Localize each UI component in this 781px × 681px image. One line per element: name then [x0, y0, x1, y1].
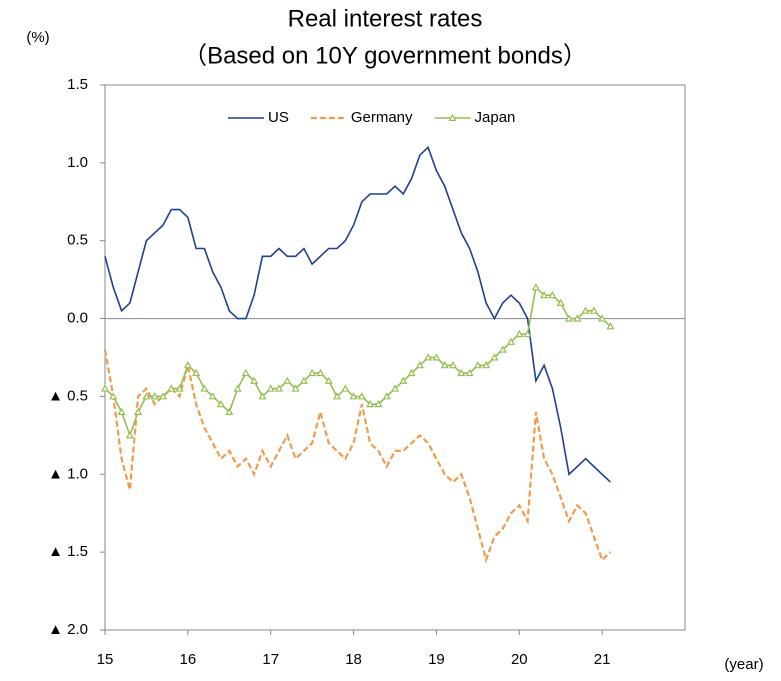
series-marker [573, 314, 582, 322]
series-marker [473, 361, 482, 369]
series-marker [399, 376, 408, 384]
series-marker [308, 368, 317, 377]
series-marker [216, 399, 226, 408]
series-marker [150, 392, 159, 400]
y-tick-label: 0.0 [67, 310, 88, 327]
series-marker [448, 361, 458, 369]
series-marker [134, 407, 143, 415]
series-marker [374, 399, 383, 408]
series-marker [258, 392, 267, 400]
series-marker [424, 353, 433, 361]
y-tick-label: ▲ 2.0 [48, 621, 88, 638]
series-marker [415, 361, 424, 369]
series-marker [299, 376, 308, 384]
series-marker [564, 314, 574, 322]
series-marker [125, 431, 134, 439]
series-marker [183, 361, 192, 369]
series-marker [523, 329, 532, 338]
series-marker [316, 368, 325, 377]
series-marker [142, 392, 151, 400]
y-tick-label: ▲ 0.5 [48, 387, 88, 404]
y-tick-label: 1.5 [67, 76, 88, 93]
series-marker [324, 376, 333, 384]
x-tick-label: 16 [180, 651, 197, 668]
y-tick-label: 0.5 [67, 232, 88, 249]
legend-label: Germany [351, 109, 413, 126]
y-axis-label: (%) [26, 29, 49, 46]
series-marker [515, 329, 524, 338]
y-tick-label: ▲ 1.5 [48, 543, 88, 560]
x-tick-label: 15 [97, 651, 114, 668]
x-tick-label: 21 [594, 651, 611, 668]
series-marker [498, 345, 507, 353]
series-line [103, 349, 612, 564]
x-tick-label: 19 [428, 651, 445, 668]
series-marker [407, 368, 416, 377]
series-marker [589, 306, 598, 314]
series-marker [357, 392, 366, 400]
legend-label: Japan [475, 109, 516, 126]
series-marker [109, 392, 118, 400]
chart-subtitle: （Based on 10Y government bonds） [183, 42, 587, 69]
series-marker [192, 368, 201, 377]
series-marker [440, 361, 449, 369]
series-marker [432, 353, 441, 361]
series-marker [341, 384, 350, 392]
series-marker [390, 384, 400, 392]
x-axis-label: (year) [724, 656, 763, 673]
series-marker [548, 290, 557, 299]
series-marker [332, 392, 342, 400]
series-marker [606, 322, 615, 330]
y-tick-label: ▲ 1.0 [48, 465, 88, 482]
series-marker [531, 283, 540, 291]
series-marker [457, 368, 466, 377]
series-marker [482, 361, 491, 369]
series-marker [581, 306, 590, 314]
series-marker [175, 384, 184, 392]
series-marker [241, 368, 250, 377]
chart-title: Real interest rates [288, 5, 483, 32]
series-marker [274, 384, 284, 392]
series-marker [382, 392, 391, 400]
legend-marker [448, 113, 457, 122]
series-marker [506, 337, 516, 345]
legend-label: US [268, 109, 289, 126]
series-marker [167, 384, 176, 392]
series-marker [200, 384, 209, 392]
series-marker [349, 392, 358, 400]
series-marker [465, 368, 474, 377]
series-marker [208, 392, 217, 400]
x-tick-label: 18 [345, 651, 362, 668]
series-marker [556, 298, 565, 306]
x-tick-label: 17 [262, 651, 279, 668]
series-marker [225, 407, 234, 415]
y-tick-label: 1.0 [67, 154, 88, 171]
series-marker [283, 376, 292, 384]
series-marker [100, 384, 110, 392]
series-marker [490, 353, 499, 361]
x-tick-label: 20 [511, 651, 528, 668]
series-marker [233, 384, 242, 392]
series-marker [266, 384, 275, 392]
series-marker [158, 392, 168, 400]
series-marker [250, 376, 259, 384]
series-marker [366, 399, 375, 408]
series-marker [117, 407, 126, 415]
series-marker [540, 290, 549, 299]
plot-frame [104, 84, 686, 631]
series-line [104, 145, 611, 483]
series-marker [291, 384, 300, 392]
series-line [104, 285, 611, 438]
series-marker [598, 314, 607, 322]
